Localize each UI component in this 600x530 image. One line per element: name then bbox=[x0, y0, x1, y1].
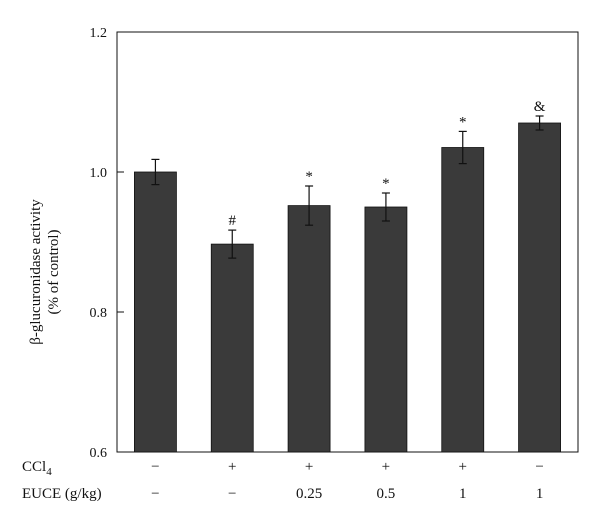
euce-condition-label: 1 bbox=[459, 486, 467, 502]
plot-area: 0.6 0.8 1.0 1.2 − − # + − * +0.25 * +0.5 * +1 & − 1 bbox=[90, 26, 579, 502]
significance-marker: & bbox=[534, 99, 546, 115]
y-tick-label: 1.2 bbox=[90, 26, 108, 41]
bar bbox=[134, 171, 177, 453]
plot-frame bbox=[116, 31, 579, 453]
bar bbox=[518, 122, 561, 453]
y-tick-label: 0.8 bbox=[90, 306, 108, 321]
ccl4-condition-label: + bbox=[382, 459, 390, 475]
ccl4-condition-label: + bbox=[305, 459, 313, 475]
significance-marker: * bbox=[305, 169, 313, 185]
euce-condition-label: 1 bbox=[536, 486, 544, 502]
ccl4-condition-label: − bbox=[151, 459, 159, 475]
significance-marker: # bbox=[229, 213, 237, 229]
ccl4-condition-label: + bbox=[228, 459, 236, 475]
euce-row-label: EUCE (g/kg) bbox=[22, 486, 102, 502]
ccl4-condition-label: + bbox=[459, 459, 467, 475]
significance-marker: * bbox=[382, 176, 390, 192]
euce-condition-label: − bbox=[151, 486, 159, 502]
y-axis-label-line1: β-glucuronidase activity bbox=[28, 199, 44, 345]
significance-marker: * bbox=[459, 114, 467, 130]
ccl4-row-label: CCl4 bbox=[22, 459, 52, 478]
euce-condition-label: 0.5 bbox=[377, 486, 396, 502]
ccl4-condition-label: − bbox=[535, 459, 543, 475]
euce-condition-label: − bbox=[228, 486, 236, 502]
bar bbox=[287, 205, 331, 453]
y-axis-label-line2: (% of control) bbox=[46, 230, 62, 315]
bar bbox=[364, 206, 408, 453]
euce-condition-label: 0.25 bbox=[296, 486, 322, 502]
y-tick-label: 1.0 bbox=[90, 166, 108, 181]
y-tick-label: 0.6 bbox=[90, 446, 108, 461]
bar bbox=[210, 243, 254, 453]
bar bbox=[441, 147, 485, 453]
